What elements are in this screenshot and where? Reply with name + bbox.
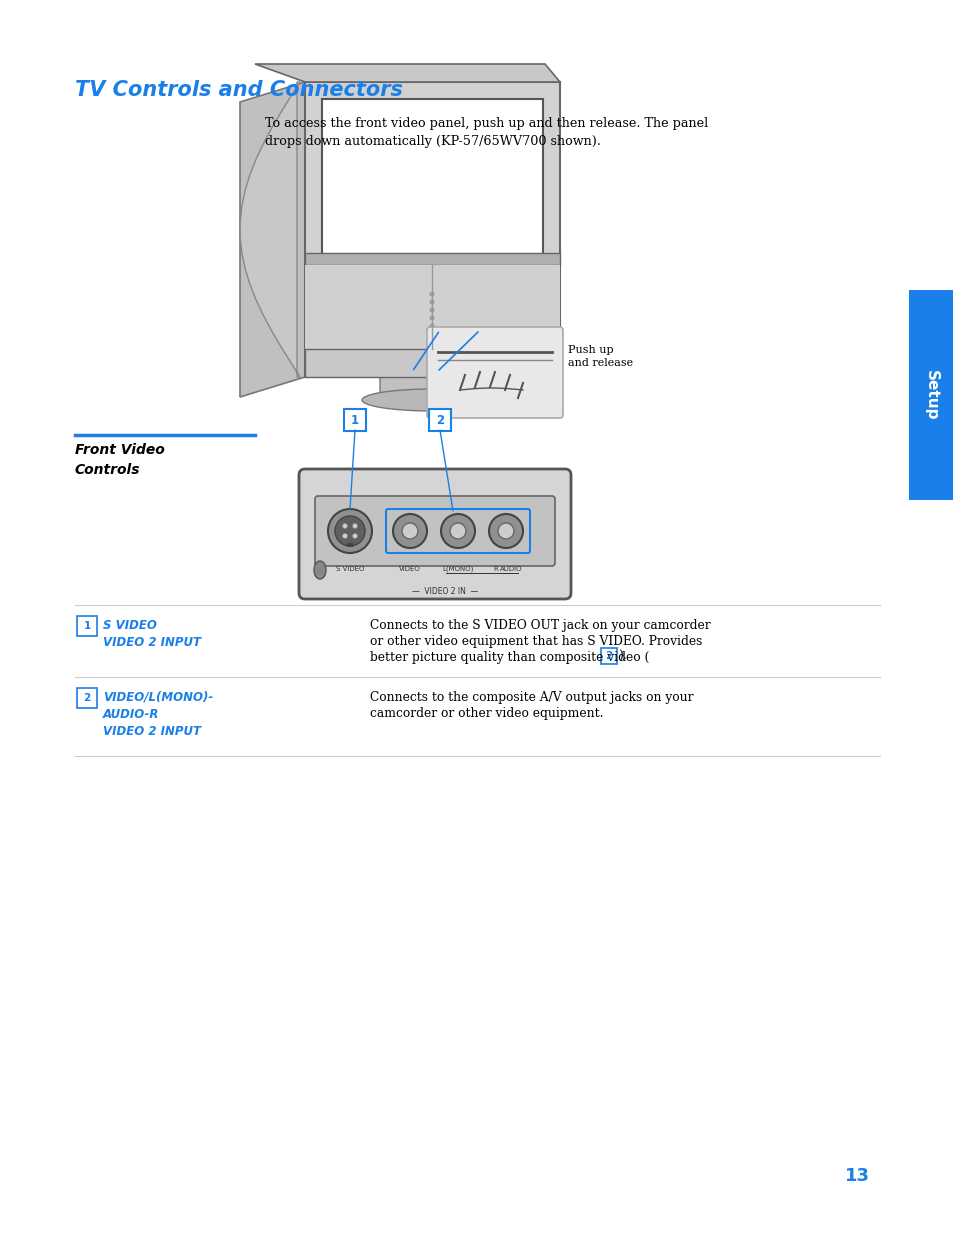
FancyBboxPatch shape <box>427 327 562 417</box>
Circle shape <box>489 514 522 548</box>
Text: VIDEO 2 INPUT: VIDEO 2 INPUT <box>103 725 201 739</box>
Text: camcorder or other video equipment.: camcorder or other video equipment. <box>370 706 603 720</box>
Circle shape <box>430 332 434 336</box>
FancyBboxPatch shape <box>305 350 559 377</box>
Text: AUDIO: AUDIO <box>499 566 521 572</box>
Text: Push up
and release: Push up and release <box>567 345 633 368</box>
FancyBboxPatch shape <box>347 543 353 547</box>
Polygon shape <box>240 82 305 396</box>
FancyBboxPatch shape <box>314 496 555 566</box>
Circle shape <box>430 300 434 304</box>
FancyBboxPatch shape <box>322 99 542 254</box>
Circle shape <box>342 534 347 538</box>
FancyBboxPatch shape <box>379 375 483 394</box>
Text: 2: 2 <box>83 693 91 703</box>
Text: VIDEO/L(MONO)-: VIDEO/L(MONO)- <box>103 692 213 704</box>
Text: R: R <box>493 566 497 572</box>
Text: Connects to the S VIDEO OUT jack on your camcorder: Connects to the S VIDEO OUT jack on your… <box>370 619 710 632</box>
FancyBboxPatch shape <box>305 82 559 377</box>
Circle shape <box>393 514 427 548</box>
Circle shape <box>352 524 357 529</box>
Polygon shape <box>240 82 299 377</box>
FancyBboxPatch shape <box>77 616 97 636</box>
Circle shape <box>401 522 417 538</box>
Circle shape <box>430 324 434 329</box>
Text: Setup: Setup <box>923 369 938 420</box>
Text: VIDEO: VIDEO <box>398 566 420 572</box>
Text: VIDEO 2 INPUT: VIDEO 2 INPUT <box>103 636 201 650</box>
Circle shape <box>450 522 465 538</box>
Text: Front Video
Controls: Front Video Controls <box>75 443 165 477</box>
FancyBboxPatch shape <box>77 688 97 708</box>
Text: S VIDEO: S VIDEO <box>103 619 156 632</box>
Text: 2: 2 <box>436 414 443 426</box>
Circle shape <box>440 514 475 548</box>
Text: 2: 2 <box>605 651 612 661</box>
FancyBboxPatch shape <box>305 266 559 350</box>
FancyBboxPatch shape <box>908 290 953 500</box>
Circle shape <box>335 516 365 546</box>
Text: better picture quality than composite video (: better picture quality than composite vi… <box>370 651 649 664</box>
Circle shape <box>352 534 357 538</box>
FancyBboxPatch shape <box>305 253 559 266</box>
Text: AUDIO-R: AUDIO-R <box>103 708 159 721</box>
Text: TV Controls and Connectors: TV Controls and Connectors <box>75 80 402 100</box>
Ellipse shape <box>314 561 326 579</box>
Text: or other video equipment that has S VIDEO. Provides: or other video equipment that has S VIDE… <box>370 635 701 648</box>
Circle shape <box>328 509 372 553</box>
Text: L(MONO): L(MONO) <box>442 566 474 573</box>
Polygon shape <box>254 64 559 82</box>
Text: To access the front video panel, push up and then release. The panel
drops down : To access the front video panel, push up… <box>265 117 707 148</box>
Text: —  VIDEO 2 IN  —: — VIDEO 2 IN — <box>412 587 477 597</box>
Circle shape <box>430 308 434 312</box>
Text: Connects to the composite A/V output jacks on your: Connects to the composite A/V output jac… <box>370 692 693 704</box>
Text: ).: ). <box>618 650 626 663</box>
Circle shape <box>342 524 347 529</box>
Circle shape <box>430 291 434 296</box>
FancyBboxPatch shape <box>298 469 571 599</box>
Ellipse shape <box>361 389 501 411</box>
FancyBboxPatch shape <box>344 409 366 431</box>
Text: 13: 13 <box>844 1167 869 1186</box>
FancyBboxPatch shape <box>600 648 617 664</box>
Text: 1: 1 <box>351 414 358 426</box>
Text: 1: 1 <box>83 621 91 631</box>
FancyBboxPatch shape <box>429 409 451 431</box>
Text: S VIDEO: S VIDEO <box>335 566 364 572</box>
Circle shape <box>430 316 434 320</box>
Circle shape <box>497 522 514 538</box>
